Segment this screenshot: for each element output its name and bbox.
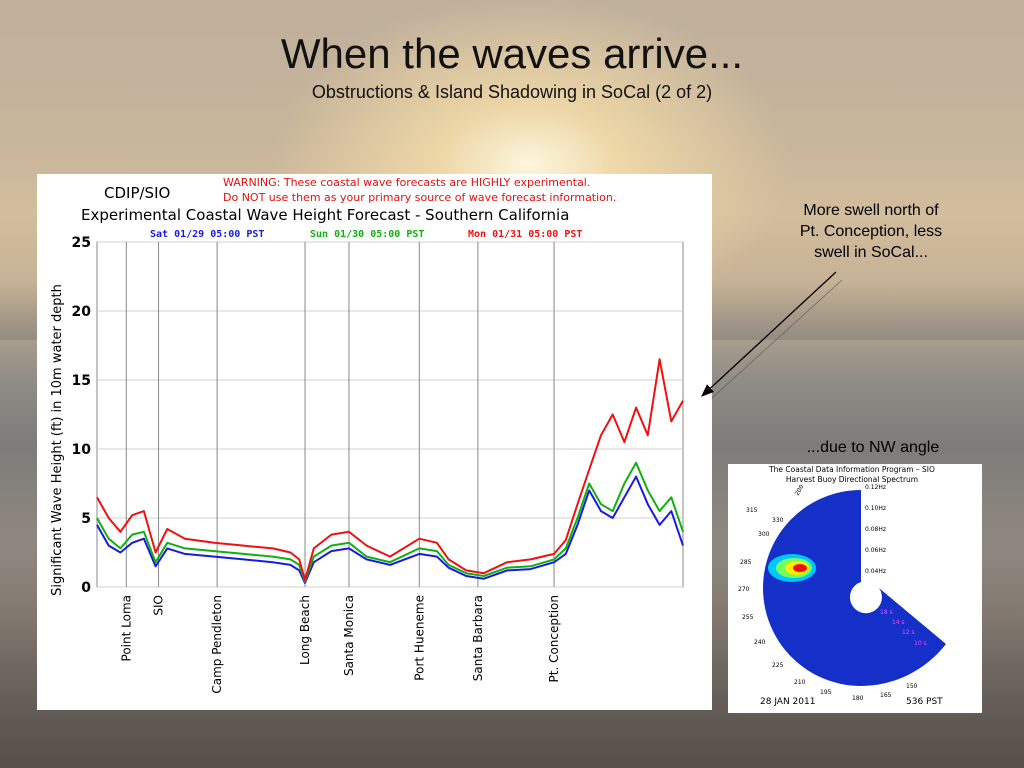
chart-title: Experimental Coastal Wave Height Forecas… xyxy=(81,206,569,224)
warning-line-2: Do NOT use them as your primary source o… xyxy=(223,191,616,204)
plot-area xyxy=(96,241,684,588)
legend-mon: Mon 01/31 05:00 PST xyxy=(468,229,582,240)
direction-label: 195 xyxy=(820,689,832,696)
freq-label: 0.10Hz xyxy=(865,505,886,512)
direction-label: 315 xyxy=(746,507,758,514)
annotation-line-1: More swell north of xyxy=(803,202,939,219)
y-tick-label: 20 xyxy=(72,304,92,320)
series-line xyxy=(96,461,684,583)
annotation-line-2: Pt. Conception, less xyxy=(799,223,943,240)
y-tick-label: 5 xyxy=(81,511,91,527)
period-label: 14 s xyxy=(892,619,905,626)
series-line xyxy=(96,475,684,584)
direction-label: 300 xyxy=(758,531,770,538)
spectrum-title-2: Harvest Buoy Directional Spectrum xyxy=(786,475,918,484)
y-tick-label: 10 xyxy=(72,442,92,458)
annotation-line-3: swell in SoCal... xyxy=(814,244,928,261)
slide-subtitle: Obstructions & Island Shadowing in SoCal… xyxy=(311,82,713,102)
freq-label: 0.08Hz xyxy=(865,526,886,533)
spectrum-title-1: The Coastal Data Information Program – S… xyxy=(768,465,935,474)
location-label: Port Hueneme xyxy=(412,595,426,681)
energy-peak xyxy=(793,564,807,572)
period-label: 18 s xyxy=(880,609,893,616)
forecast-panel: CDIP/SIO WARNING: These coastal wave for… xyxy=(37,174,712,710)
spectrum-sector xyxy=(763,490,946,686)
freq-label: 0.06Hz xyxy=(865,547,886,554)
spectrum-date: 28 JAN 2011 xyxy=(760,697,815,707)
warning-line-1: WARNING: These coastal wave forecasts ar… xyxy=(223,176,590,189)
location-label: Santa Monica xyxy=(342,595,356,676)
forecast-chart: CDIP/SIO WARNING: These coastal wave for… xyxy=(50,176,684,694)
freq-label: 0.04Hz xyxy=(865,568,886,575)
slide-title: When the waves arrive... xyxy=(280,30,744,77)
spectrum-time: 536 PST xyxy=(906,697,943,707)
location-label: Pt. Conception xyxy=(547,595,561,682)
direction-label: 270 xyxy=(738,586,750,593)
location-label: SIO xyxy=(152,595,166,616)
period-label: 10 s xyxy=(914,640,927,647)
freq-label: 0.12Hz xyxy=(865,484,886,491)
direction-label: 210 xyxy=(794,679,806,686)
spectrum-plot: The Coastal Data Information Program – S… xyxy=(738,465,946,707)
location-label: Long Beach xyxy=(298,595,312,665)
y-axis-label: Significant Wave Height (ft) in 10m wate… xyxy=(50,284,65,596)
y-tick-label: 0 xyxy=(81,580,91,596)
direction-label: 285 xyxy=(740,559,752,566)
legend-sun: Sun 01/30 05:00 PST xyxy=(310,229,424,240)
legend-sat: Sat 01/29 05:00 PST xyxy=(150,229,264,240)
location-label: Santa Barbara xyxy=(471,595,485,681)
location-label: Camp Pendleton xyxy=(210,595,224,694)
series-line xyxy=(96,358,684,582)
y-tick-label: 25 xyxy=(72,235,91,251)
location-label: Point Loma xyxy=(119,595,133,661)
source-label: CDIP/SIO xyxy=(104,184,170,202)
direction-label: 330 xyxy=(772,517,784,524)
direction-label: 255 xyxy=(742,614,754,621)
annotation-more-swell: More swell north of Pt. Conception, less… xyxy=(768,200,974,263)
directional-spectrum-panel: The Coastal Data Information Program – S… xyxy=(728,464,982,713)
direction-label: 150 xyxy=(906,683,918,690)
direction-label: 225 xyxy=(772,662,784,669)
period-label: 12 s xyxy=(902,629,915,636)
direction-label: 180 xyxy=(852,695,864,702)
direction-label: 240 xyxy=(754,639,766,646)
spectrum-top-label: 200 xyxy=(794,483,806,497)
y-tick-label: 15 xyxy=(72,373,91,389)
annotation-nw-angle: ...due to NW angle xyxy=(806,439,940,456)
direction-label: 165 xyxy=(880,692,892,699)
